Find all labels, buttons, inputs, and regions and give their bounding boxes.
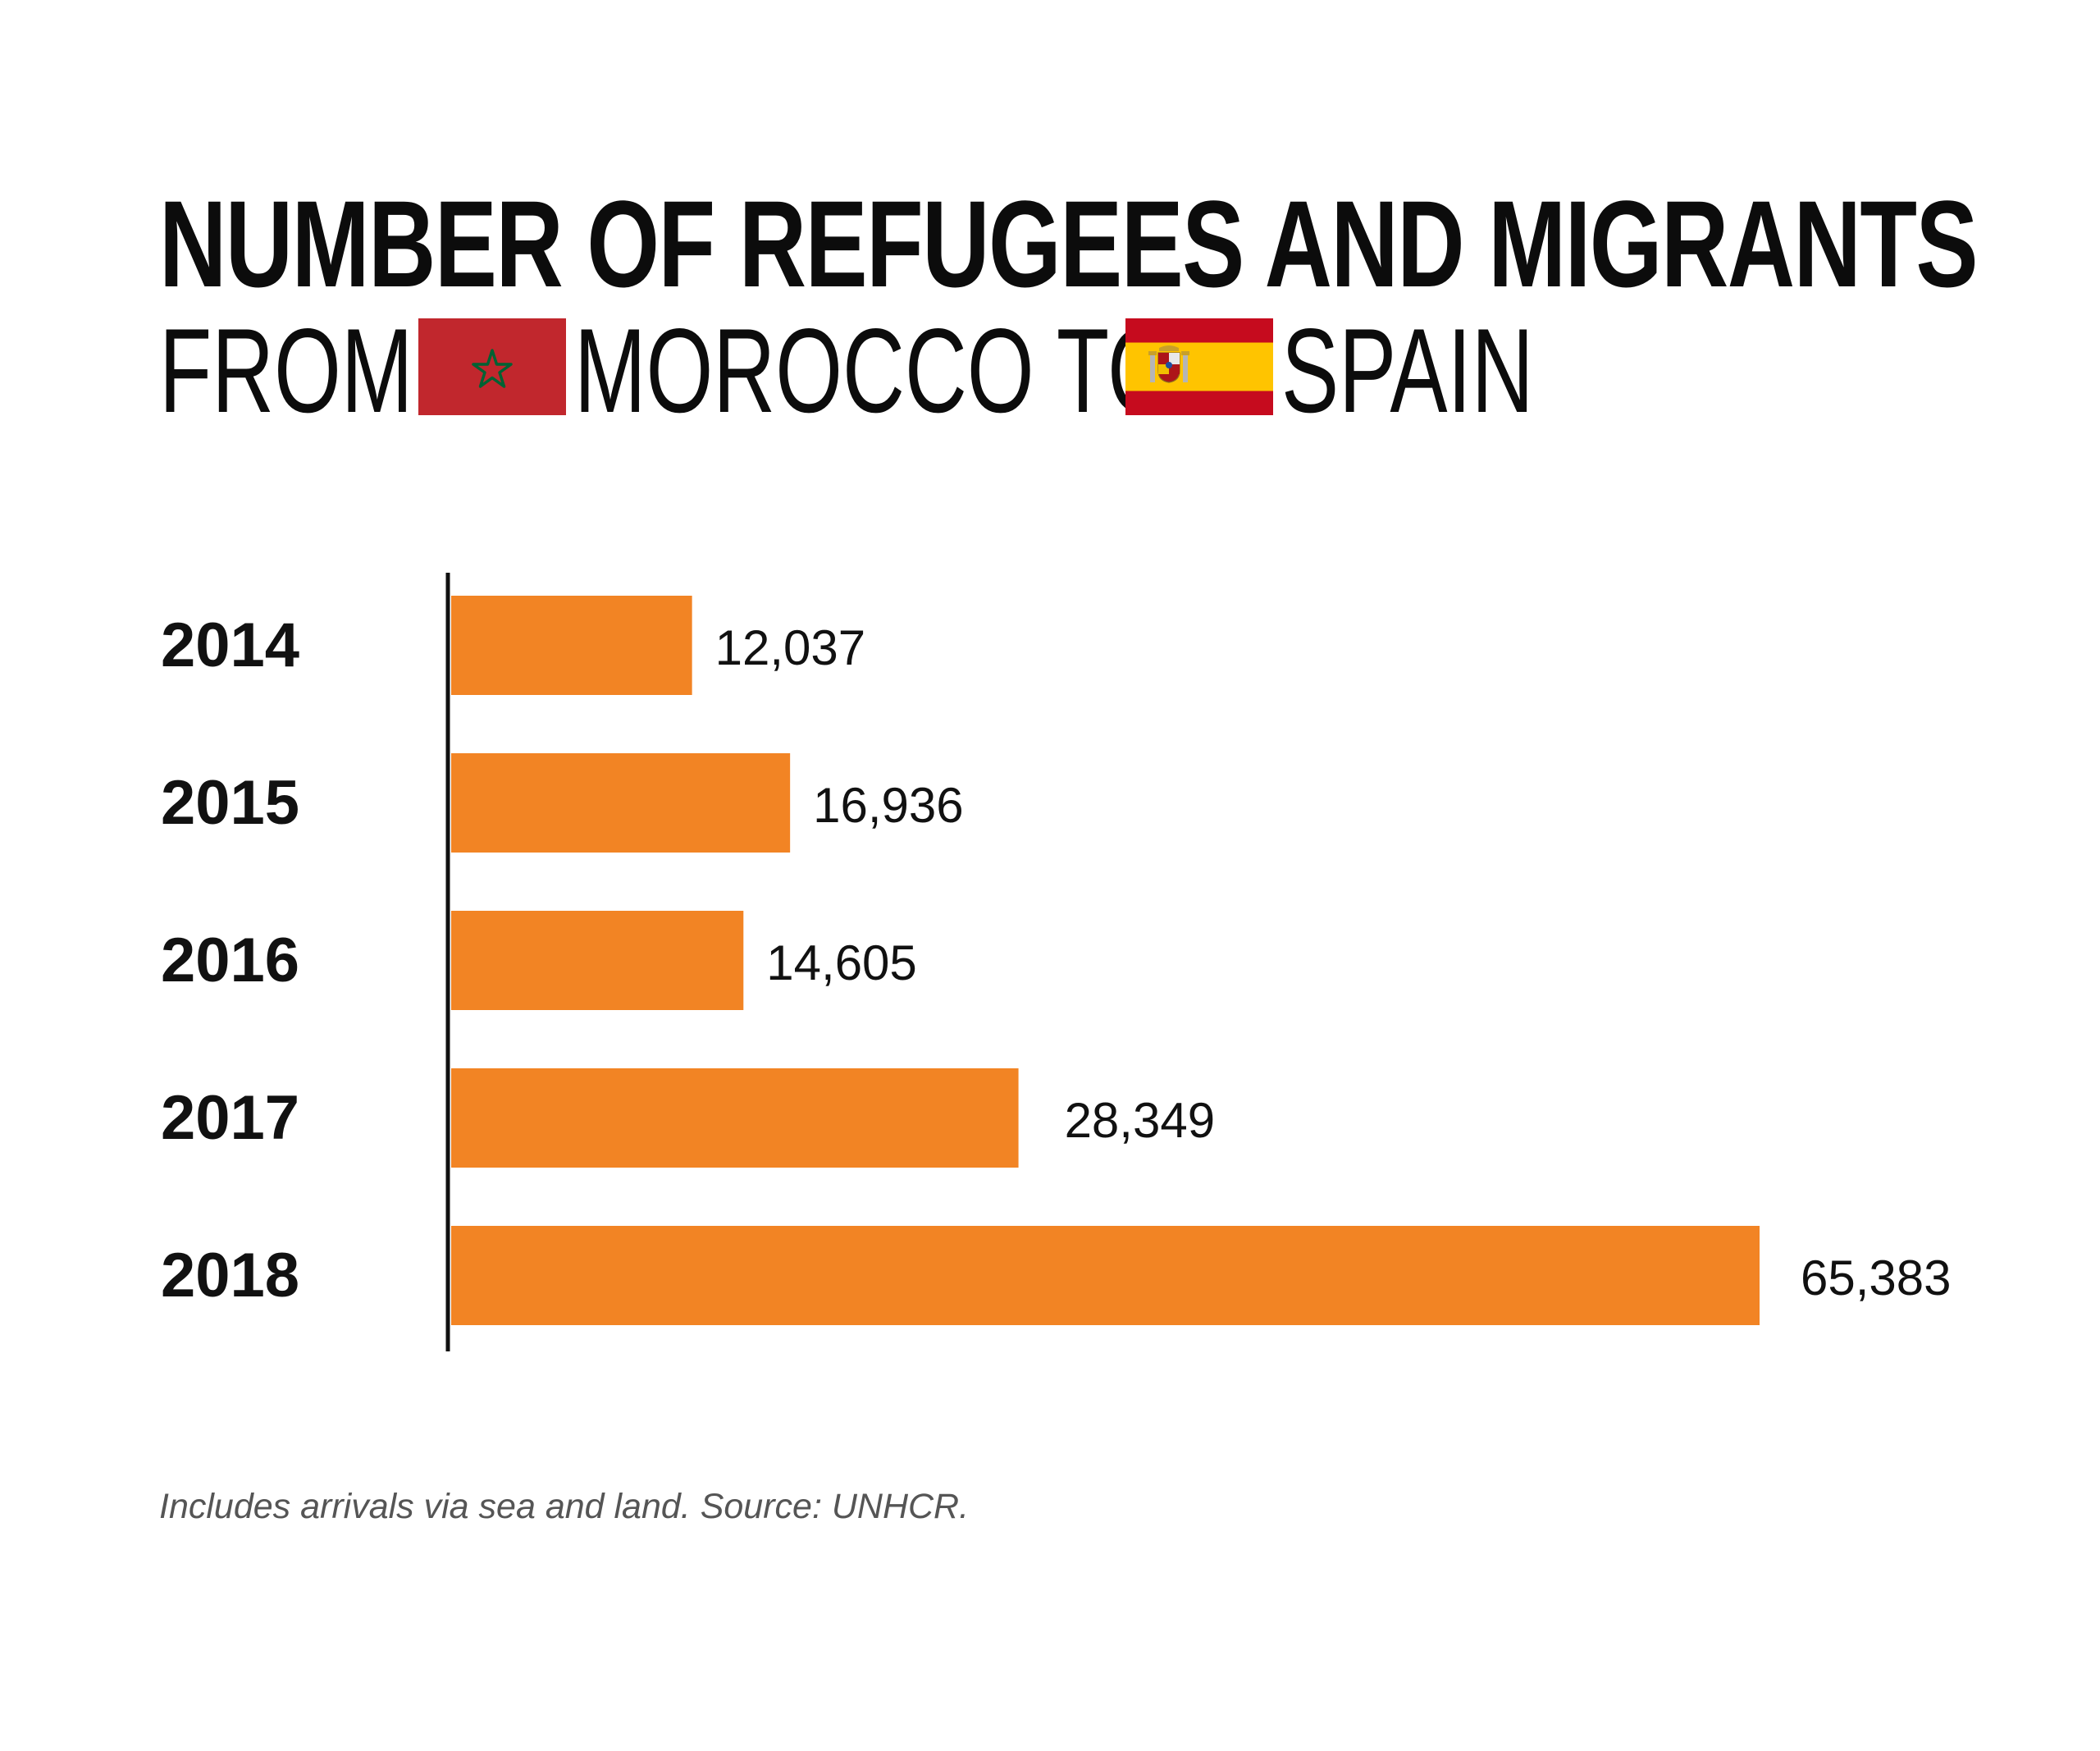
category-label-2018: 2018 [161,1241,299,1310]
title-word-from: FROM [159,304,413,437]
labels-layer: 2014 12,037 2015 16,936 2016 14,605 2017 28,349… [161,610,1952,1310]
spain-flag-icon [1125,318,1273,415]
category-label-2015: 2015 [161,768,299,838]
category-label-2017: 2017 [161,1083,299,1153]
morocco-flag-field [418,318,566,415]
morocco-flag-star [472,349,513,388]
spain-coat-of-arms-icon [1148,345,1189,383]
bar-2014 [451,596,692,695]
value-label-2017: 28,349 [1065,1093,1216,1148]
title-word-destination: SPAIN [1281,304,1534,437]
source-footnote: Includes arrivals via sea and land. Sour… [159,1487,970,1526]
category-label-2014: 2014 [161,610,299,680]
value-label-2018: 65,383 [1801,1250,1952,1305]
bar-2017 [451,1068,1019,1168]
bars-layer [451,596,1760,1325]
bar-2016 [451,911,744,1010]
value-label-2014: 12,037 [715,620,866,675]
spain-flag-top-stripe [1125,318,1273,343]
morocco-flag-icon [418,318,566,415]
title-word-origin: MOROCCO TO [574,304,1175,437]
value-label-2015: 16,936 [813,778,964,833]
bar-2015 [451,753,791,853]
title-line-1: NUMBER OF REFUGEES AND MIGRANTS [159,175,1979,313]
bar-2018 [451,1226,1760,1325]
category-label-2016: 2016 [161,926,299,995]
value-label-2016: 14,605 [766,935,917,990]
spain-flag-bottom-stripe [1125,391,1273,415]
